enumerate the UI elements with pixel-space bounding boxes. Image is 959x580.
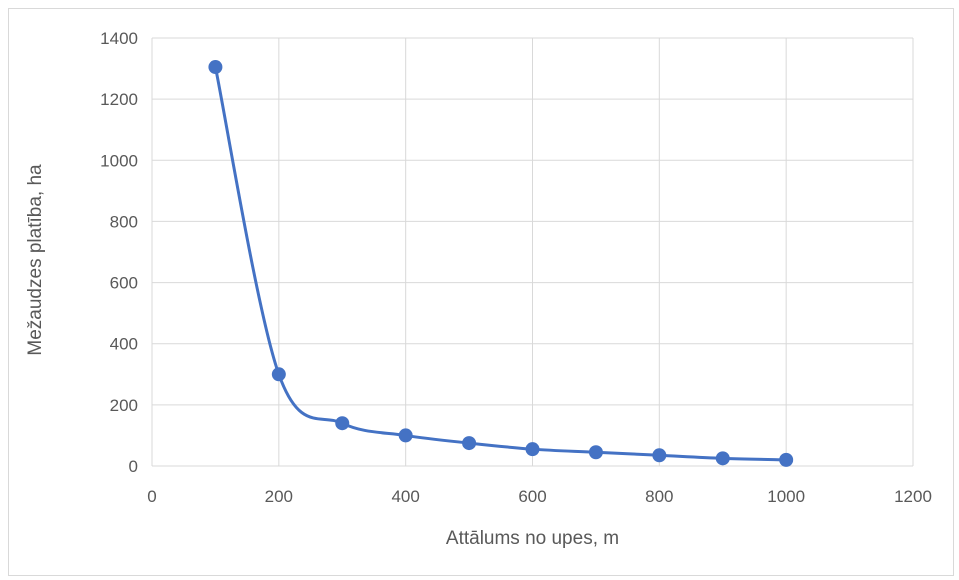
- x-tick-label: 1200: [894, 487, 932, 506]
- x-tick-label: 400: [391, 487, 419, 506]
- x-tick-label: 1000: [767, 487, 805, 506]
- y-tick-label: 1000: [100, 151, 138, 170]
- data-point: [525, 442, 540, 457]
- y-tick-label: 1400: [100, 29, 138, 48]
- y-tick-label: 800: [110, 212, 138, 231]
- y-tick-label: 400: [110, 335, 138, 354]
- y-tick-label: 200: [110, 396, 138, 415]
- y-tick-label: 1200: [100, 90, 138, 109]
- data-point: [335, 416, 350, 431]
- y-tick-label: 600: [110, 274, 138, 293]
- axes: 0 200 400 600 800 1000 1200 1400 0 200 400 600 800 10…: [100, 29, 932, 506]
- y-tick-label: 0: [129, 457, 138, 476]
- data-point: [462, 436, 477, 451]
- data-point: [398, 428, 413, 443]
- series-line: [213, 66, 787, 462]
- data-series: [208, 60, 794, 467]
- data-point: [588, 445, 603, 460]
- x-tick-label: 0: [147, 487, 156, 506]
- y-axis-title: Mežaudzes platība, ha: [25, 164, 46, 356]
- gridlines: [152, 37, 914, 466]
- data-point: [779, 452, 794, 467]
- x-tick-label: 800: [645, 487, 673, 506]
- x-tick-label: 600: [518, 487, 546, 506]
- chart-frame: [8, 8, 954, 576]
- data-point: [271, 367, 286, 382]
- x-axis-title: Attālums no upes, m: [446, 528, 619, 549]
- data-point: [715, 451, 730, 466]
- data-point: [652, 448, 667, 463]
- data-point: [208, 60, 223, 75]
- x-tick-label: 200: [265, 487, 293, 506]
